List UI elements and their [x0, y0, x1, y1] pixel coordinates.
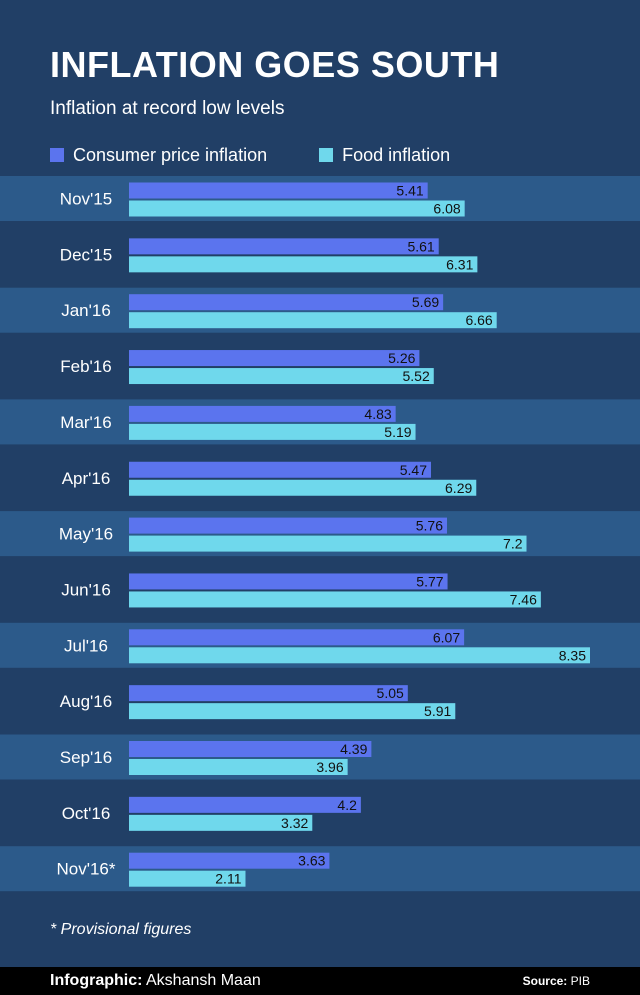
bar-cpi — [129, 796, 361, 813]
bar-chart: Nov'15 5.41 6.08 Dec'15 5.61 6.31 Jan'16 5.69 6.… — [0, 176, 640, 892]
category-label: Nov'16* — [56, 860, 115, 879]
category-label: Mar'16 — [60, 413, 111, 432]
value-label-food: 3.32 — [281, 815, 308, 831]
value-label-food: 6.29 — [445, 480, 472, 496]
value-label-food: 5.91 — [424, 703, 451, 719]
legend-label-cpi: Consumer price inflation — [73, 144, 268, 165]
value-label-cpi: 5.77 — [416, 573, 443, 589]
source-name: PIB — [570, 974, 590, 988]
legend-label-food: Food inflation — [342, 144, 451, 165]
legend-item-food: Food inflation — [319, 145, 450, 166]
bar-cpi — [129, 685, 408, 702]
bar-cpi — [129, 629, 465, 646]
value-label-cpi: 4.39 — [340, 741, 367, 757]
category-label: Sep'16 — [60, 748, 112, 767]
bar-food — [129, 312, 497, 329]
bar-cpi — [129, 573, 448, 590]
category-label: Aug'16 — [60, 692, 112, 711]
value-label-food: 5.52 — [403, 368, 430, 384]
bar-food — [129, 200, 465, 217]
category-label: Feb'16 — [60, 357, 111, 376]
bar-food — [129, 703, 456, 720]
infographic-credit: Infographic: Akshansh Maan — [50, 972, 261, 990]
category-label: Nov'15 — [60, 190, 112, 209]
category-label: Jul'16 — [64, 636, 108, 655]
category-label: Apr'16 — [62, 469, 111, 488]
bar-food — [129, 814, 313, 831]
category-label: May'16 — [59, 525, 113, 544]
value-label-cpi: 5.76 — [416, 518, 443, 534]
category-label: Dec'15 — [60, 245, 112, 264]
footer-bar: Infographic: Akshansh Maan Source: PIB — [0, 967, 640, 995]
category-label: Oct'16 — [62, 804, 111, 823]
value-label-cpi: 4.2 — [337, 797, 357, 813]
value-label-food: 7.2 — [503, 536, 523, 552]
bar-cpi — [129, 852, 330, 869]
value-label-cpi: 4.83 — [364, 406, 391, 422]
credit-name: Akshansh Maan — [146, 972, 261, 989]
bar-cpi — [129, 461, 431, 478]
value-label-cpi: 5.05 — [377, 685, 404, 701]
bar-food — [129, 591, 541, 608]
value-label-cpi: 5.47 — [400, 462, 427, 478]
source-credit: Source: PIB — [523, 974, 590, 988]
value-label-cpi: 5.69 — [412, 294, 439, 310]
bar-cpi — [129, 182, 428, 199]
bar-cpi — [129, 294, 444, 311]
footnote: * Provisional figures — [50, 921, 192, 938]
bar-cpi — [129, 350, 420, 367]
legend-swatch-food — [319, 148, 334, 162]
value-label-food: 6.66 — [465, 312, 492, 328]
chart-subtitle: Inflation at record low levels — [50, 98, 285, 119]
category-label: Jun'16 — [61, 580, 111, 599]
value-label-cpi: 6.07 — [433, 629, 460, 645]
legend-item-cpi: Consumer price inflation — [50, 145, 267, 166]
value-label-cpi: 5.41 — [396, 183, 423, 199]
value-label-food: 7.46 — [510, 591, 537, 607]
value-label-food: 6.08 — [433, 201, 460, 217]
chart-title: INFLATION GOES SOUTH — [50, 44, 500, 85]
bar-food — [129, 870, 246, 887]
bar-food — [129, 479, 477, 496]
bar-food — [129, 535, 527, 552]
bar-food — [129, 423, 416, 440]
value-label-cpi: 5.26 — [388, 350, 415, 366]
bar-food — [129, 256, 478, 273]
value-label-food: 8.35 — [559, 647, 586, 663]
bar-cpi — [129, 517, 448, 534]
bar-cpi — [129, 405, 396, 422]
credit-label: Infographic: — [50, 972, 143, 989]
value-label-food: 6.31 — [446, 256, 473, 272]
bar-food — [129, 368, 434, 385]
value-label-cpi: 3.63 — [298, 853, 325, 869]
bar-food — [129, 759, 348, 775]
source-label: Source: — [522, 974, 568, 988]
value-label-food: 2.11 — [215, 871, 241, 887]
legend: Consumer price inflation Food inflation — [50, 144, 502, 166]
category-label: Jan'16 — [61, 301, 111, 320]
legend-swatch-cpi — [50, 148, 64, 162]
value-label-cpi: 5.61 — [407, 238, 434, 254]
bar-cpi — [129, 741, 372, 757]
value-label-food: 5.19 — [384, 424, 411, 440]
value-label-food: 3.96 — [316, 759, 343, 775]
bar-cpi — [129, 238, 439, 255]
bar-food — [129, 647, 590, 664]
